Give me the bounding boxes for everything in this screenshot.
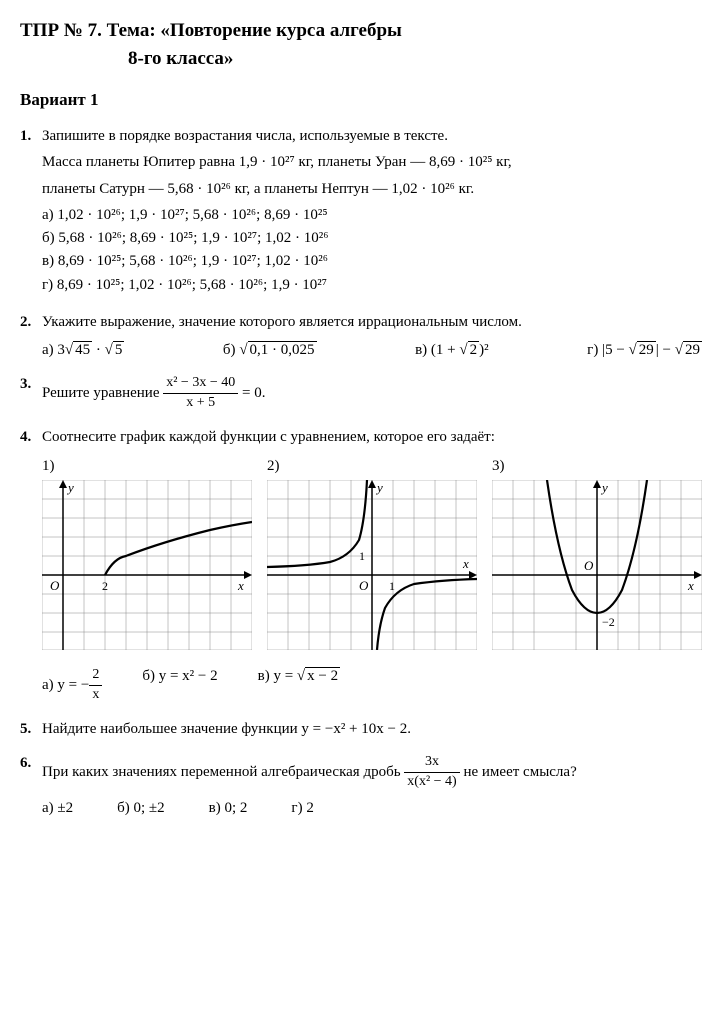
chart-1-svg: y x O 2 <box>42 480 252 650</box>
problem-1-number: 1. <box>20 126 42 298</box>
svg-text:1: 1 <box>359 549 365 563</box>
svg-text:−2: −2 <box>602 615 615 629</box>
problem-6-option-d: г) 2 <box>291 798 313 818</box>
problem-4-option-a: а) y = −2x <box>42 666 102 705</box>
chart-3-label: 3) <box>492 456 702 476</box>
problem-1-option-c: в) 8,69 · 10²⁵; 5,68 · 10²⁶; 1,9 · 10²⁷;… <box>42 251 702 271</box>
problem-5-number: 5. <box>20 719 42 739</box>
problem-1-desc1: Масса планеты Юпитер равна 1,9 · 10²⁷ кг… <box>42 152 702 172</box>
problem-1-option-d: г) 8,69 · 10²⁵; 1,02 · 10²⁶; 5,68 · 10²⁶… <box>42 275 702 295</box>
problem-4-number: 4. <box>20 427 42 705</box>
problem-3: 3. Решите уравнение x² − 3x − 40 x + 5 =… <box>20 374 702 413</box>
svg-text:O: O <box>584 558 594 573</box>
svg-text:1: 1 <box>389 579 395 593</box>
problem-3-number: 3. <box>20 374 42 413</box>
problem-2-option-a: а) 345 · 5 <box>42 340 124 360</box>
svg-text:x: x <box>237 578 244 593</box>
page-title-line1: ТПР № 7. Тема: «Повторение курса алгебры <box>20 18 702 44</box>
problem-1-option-b: б) 5,68 · 10²⁶; 8,69 · 10²⁵; 1,9 · 10²⁷;… <box>42 228 702 248</box>
svg-text:x: x <box>687 578 694 593</box>
svg-text:y: y <box>600 480 608 495</box>
problem-6-number: 6. <box>20 753 42 818</box>
chart-2: 2) y x O 1 1 <box>267 456 477 657</box>
chart-1: 1) y x O 2 <box>42 456 252 657</box>
problem-1-option-a: а) 1,02 · 10²⁶; 1,9 · 10²⁷; 5,68 · 10²⁶;… <box>42 205 702 225</box>
problem-6-fraction: 3x x(x² − 4) <box>404 753 459 792</box>
page-title-line2: 8-го класса» <box>128 46 702 72</box>
problem-4-option-c: в) y = x − 2 <box>258 666 341 705</box>
chart-2-label: 2) <box>267 456 477 476</box>
problem-6-text-pre: При каких значениях переменной алгебраич… <box>42 764 404 780</box>
svg-text:O: O <box>50 578 60 593</box>
problem-4: 4. Соотнесите график каждой функции с ур… <box>20 427 702 705</box>
problem-2-text: Укажите выражение, значение которого явл… <box>42 312 702 332</box>
problem-2-option-c: в) (1 + 2)² <box>415 340 489 360</box>
chart-2-svg: y x O 1 1 <box>267 480 477 650</box>
problem-6-option-a: а) ±2 <box>42 798 73 818</box>
problem-5-text: Найдите наибольшее значение функции y = … <box>42 719 702 739</box>
problem-2-number: 2. <box>20 312 42 361</box>
problem-2: 2. Укажите выражение, значение которого … <box>20 312 702 361</box>
problem-3-text-post: = 0. <box>242 385 265 401</box>
problem-3-fraction: x² − 3x − 40 x + 5 <box>163 374 238 413</box>
problem-6-text-post: не имеет смысла? <box>463 764 576 780</box>
problem-2-option-d: г) |5 − 29| − 29 <box>587 340 702 360</box>
problem-5: 5. Найдите наибольшее значение функции y… <box>20 719 702 739</box>
problem-6-option-b: б) 0; ±2 <box>117 798 165 818</box>
problem-4-option-b: б) y = x² − 2 <box>142 666 217 705</box>
problem-1-desc2: планеты Сатурн — 5,68 · 10²⁶ кг, а плане… <box>42 179 702 199</box>
problem-2-option-b: б) 0,1 · 0,025 <box>223 340 317 360</box>
svg-text:O: O <box>359 578 369 593</box>
svg-text:y: y <box>66 480 74 495</box>
svg-text:x: x <box>462 556 469 571</box>
problem-6: 6. При каких значениях переменной алгебр… <box>20 753 702 818</box>
problem-3-text-pre: Решите уравнение <box>42 385 163 401</box>
variant-heading: Вариант 1 <box>20 89 702 112</box>
problem-1-text: Запишите в порядке возрастания числа, ис… <box>42 126 702 146</box>
chart-1-label: 1) <box>42 456 252 476</box>
svg-text:2: 2 <box>102 579 108 593</box>
problem-6-option-c: в) 0; 2 <box>209 798 248 818</box>
problem-1: 1. Запишите в порядке возрастания числа,… <box>20 126 702 298</box>
problem-4-text: Соотнесите график каждой функции с уравн… <box>42 427 702 447</box>
chart-3-svg: y x O −2 <box>492 480 702 650</box>
svg-text:y: y <box>375 480 383 495</box>
chart-3: 3) y x O −2 <box>492 456 702 657</box>
